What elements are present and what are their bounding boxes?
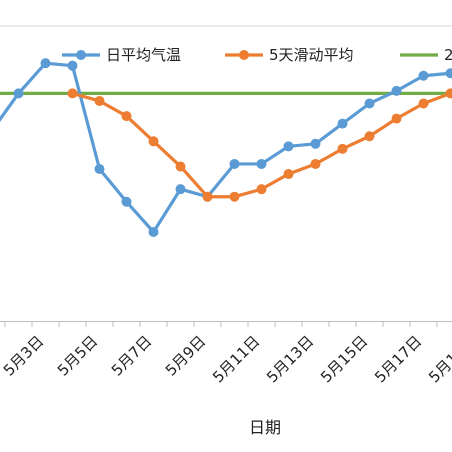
data-point-s1-12 <box>310 158 321 169</box>
legend: 日平均气温 5天滑动平均 2 <box>62 46 452 64</box>
data-point-s0-16 <box>418 70 429 81</box>
data-point-s1-8 <box>202 191 213 202</box>
legend-label-1: 5天滑动平均 <box>269 46 354 64</box>
x-tick-label-8: 5月19日 <box>425 332 452 386</box>
data-point-s1-11 <box>283 169 294 180</box>
data-point-s1-3 <box>67 88 78 99</box>
data-point-s1-17 <box>445 88 452 99</box>
data-point-s0-1 <box>13 88 24 99</box>
data-point-s0-9 <box>229 158 240 169</box>
x-tick-label-7: 5月17日 <box>371 332 425 386</box>
x-axis-ticks <box>4 321 438 327</box>
series-line-0 <box>0 61 451 234</box>
legend-swatch-marker-1 <box>239 50 249 60</box>
data-point-s1-4 <box>94 95 105 106</box>
data-point-s1-6 <box>148 136 159 147</box>
data-point-s1-15 <box>391 113 402 124</box>
legend-label-0: 日平均气温 <box>106 46 181 64</box>
legend-swatch-marker-0 <box>76 50 86 60</box>
series-layer <box>0 58 452 237</box>
x-tick-label-6: 5月15日 <box>317 332 371 386</box>
data-point-s1-14 <box>364 131 375 142</box>
data-point-s0-12 <box>310 138 321 149</box>
x-tick-label-4: 5月11日 <box>209 332 263 386</box>
data-point-s1-7 <box>175 161 186 172</box>
x-tick-label-1: 5月5日 <box>54 332 101 379</box>
x-tick-label-0: 5月3日 <box>0 332 47 379</box>
data-point-s0-2 <box>40 58 51 69</box>
legend-label-2: 2 <box>444 46 452 64</box>
data-point-s0-15 <box>391 85 402 96</box>
data-point-s0-17 <box>445 68 452 79</box>
data-point-s0-6 <box>148 227 159 237</box>
data-point-s1-13 <box>337 143 348 154</box>
data-point-s0-11 <box>283 141 294 152</box>
data-point-s0-5 <box>121 196 132 207</box>
data-point-s0-7 <box>175 184 186 195</box>
data-point-s1-9 <box>229 191 240 202</box>
x-axis-tick-labels: 5月3日 5月5日 5月7日 5月9日 5月11日 5月13日 5月15日 5月17日 5月19… <box>0 332 452 386</box>
data-point-s0-14 <box>364 98 375 109</box>
data-point-s1-16 <box>418 98 429 109</box>
x-tick-label-2: 5月7日 <box>108 332 155 379</box>
series-line-1 <box>72 91 452 199</box>
data-point-s0-13 <box>337 118 348 129</box>
data-point-s0-4 <box>94 164 105 174</box>
x-tick-label-3: 5月9日 <box>162 332 209 379</box>
data-point-s0-3 <box>67 60 78 71</box>
data-point-s1-10 <box>256 184 267 195</box>
data-point-s0-10 <box>256 158 267 169</box>
data-point-s1-5 <box>121 111 132 122</box>
x-tick-label-5: 5月13日 <box>263 332 317 386</box>
x-axis-title: 日期 <box>249 418 281 437</box>
